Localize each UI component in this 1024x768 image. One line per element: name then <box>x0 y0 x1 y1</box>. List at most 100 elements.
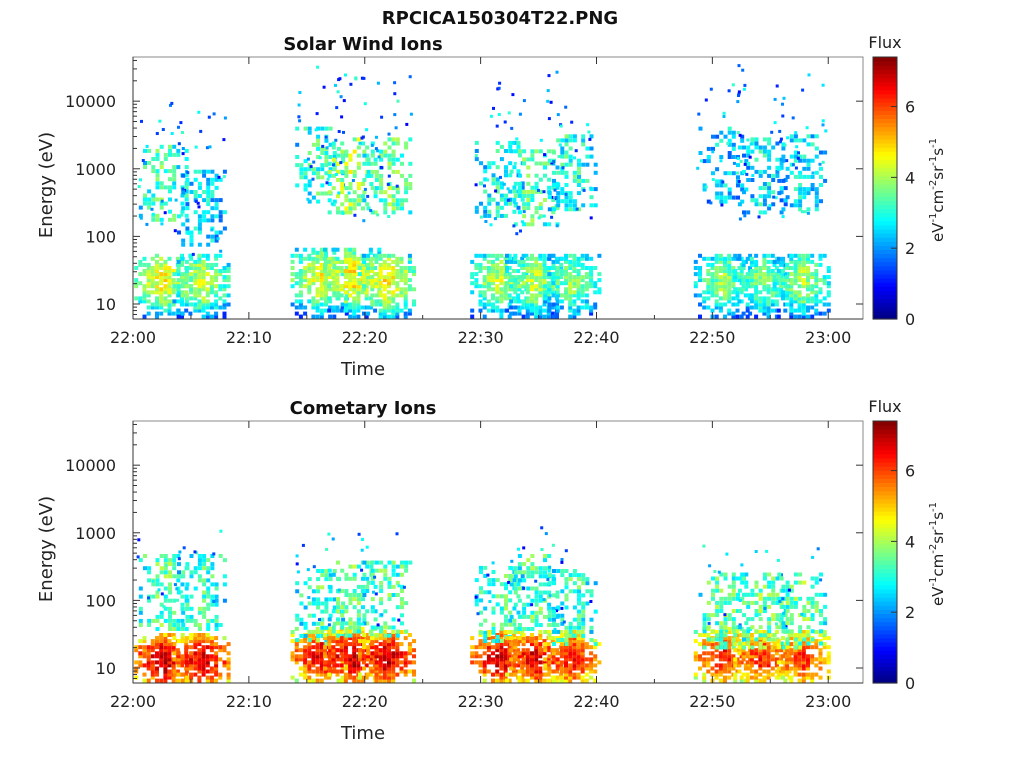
flux-cell <box>315 253 320 258</box>
flux-cell <box>508 590 513 595</box>
flux-cell <box>577 158 581 163</box>
flux-cell <box>379 560 384 565</box>
flux-cell <box>731 83 735 87</box>
flux-cell <box>520 256 525 261</box>
flux-cell <box>323 256 327 261</box>
flux-cell <box>319 296 324 301</box>
flux-cell <box>508 197 513 202</box>
flux-cell <box>391 642 396 647</box>
flux-cell <box>320 146 325 151</box>
flux-cell <box>509 305 514 310</box>
flux-cell <box>749 272 754 277</box>
flux-cell <box>340 660 345 665</box>
flux-cell <box>483 209 488 214</box>
flux-cell <box>581 138 586 143</box>
flux-cell <box>581 577 586 582</box>
flux-cell <box>762 311 767 316</box>
flux-cell <box>564 293 568 298</box>
flux-cell <box>737 299 742 304</box>
flux-cell <box>491 606 496 611</box>
flux-cell <box>806 284 810 289</box>
flux-cell <box>577 621 581 626</box>
flux-cell <box>758 194 763 199</box>
flux-cell <box>193 272 198 277</box>
flux-cell <box>294 645 299 650</box>
flux-cell <box>781 259 785 264</box>
flux-cell <box>505 266 509 270</box>
flux-cell <box>530 666 534 671</box>
flux-cell <box>487 201 492 206</box>
flux-cell <box>197 639 202 644</box>
flux-cell <box>709 87 713 91</box>
flux-cell <box>770 299 775 304</box>
flux-cell <box>394 126 398 130</box>
flux-cell <box>749 262 754 267</box>
flux-cell <box>202 598 207 603</box>
flux-cell <box>564 638 569 642</box>
colorbar-segment <box>873 57 897 62</box>
flux-cell <box>547 149 552 154</box>
flux-cell <box>745 172 749 176</box>
flux-cell <box>508 173 513 178</box>
flux-cell <box>572 654 577 659</box>
flux-cell <box>775 169 780 174</box>
flux-cell <box>138 639 143 644</box>
flux-cell <box>176 598 179 602</box>
flux-cell <box>344 194 349 199</box>
flux-cell <box>348 272 353 277</box>
flux-cell <box>163 666 168 671</box>
flux-cell <box>361 206 365 211</box>
flux-cell <box>572 134 577 139</box>
flux-cell <box>168 623 172 627</box>
flux-cell <box>547 287 552 292</box>
flux-cell <box>551 636 556 641</box>
flux-cell <box>226 666 231 671</box>
flux-cell <box>412 287 416 292</box>
flux-cell <box>290 272 295 277</box>
flux-cell <box>412 266 416 270</box>
flux-cell <box>580 293 585 298</box>
flux-cell <box>172 566 177 571</box>
flux-cell <box>360 678 365 683</box>
flux-cell <box>547 266 552 270</box>
flux-cell <box>581 617 586 622</box>
flux-cell <box>348 597 353 602</box>
flux-cell <box>491 278 495 283</box>
flux-cell <box>307 284 312 289</box>
flux-cell <box>391 633 396 637</box>
flux-cell <box>714 293 719 298</box>
flux-cell <box>743 287 748 292</box>
flux-cell <box>772 281 777 286</box>
flux-cell <box>357 266 362 270</box>
flux-cell <box>736 100 740 104</box>
flux-cell <box>303 657 308 662</box>
x-tick-label: 23:00 <box>805 328 851 347</box>
flux-cell <box>201 314 206 319</box>
flux-cell <box>551 651 556 656</box>
flux-cell <box>517 639 522 644</box>
flux-cell <box>779 198 784 203</box>
flux-cell <box>810 314 815 319</box>
ion-burst <box>290 543 349 683</box>
flux-cell <box>781 142 786 147</box>
flux-cell <box>560 560 564 564</box>
flux-cell <box>171 678 176 683</box>
flux-cell <box>555 278 560 283</box>
flux-cell <box>214 275 219 280</box>
flux-cell <box>568 158 573 163</box>
flux-cell <box>539 138 543 142</box>
flux-cell <box>798 183 803 187</box>
flux-cell <box>505 259 509 264</box>
flux-cell <box>159 302 164 307</box>
flux-cell <box>731 266 736 270</box>
flux-cell <box>789 314 794 319</box>
flux-cell <box>810 187 815 192</box>
flux-cell <box>189 636 194 641</box>
flux-cell <box>534 256 539 261</box>
flux-cell <box>525 663 530 668</box>
flux-cell <box>509 574 514 579</box>
flux-cell <box>732 161 736 165</box>
flux-cell <box>745 272 750 277</box>
flux-cell <box>746 165 751 170</box>
flux-cell <box>826 269 831 273</box>
